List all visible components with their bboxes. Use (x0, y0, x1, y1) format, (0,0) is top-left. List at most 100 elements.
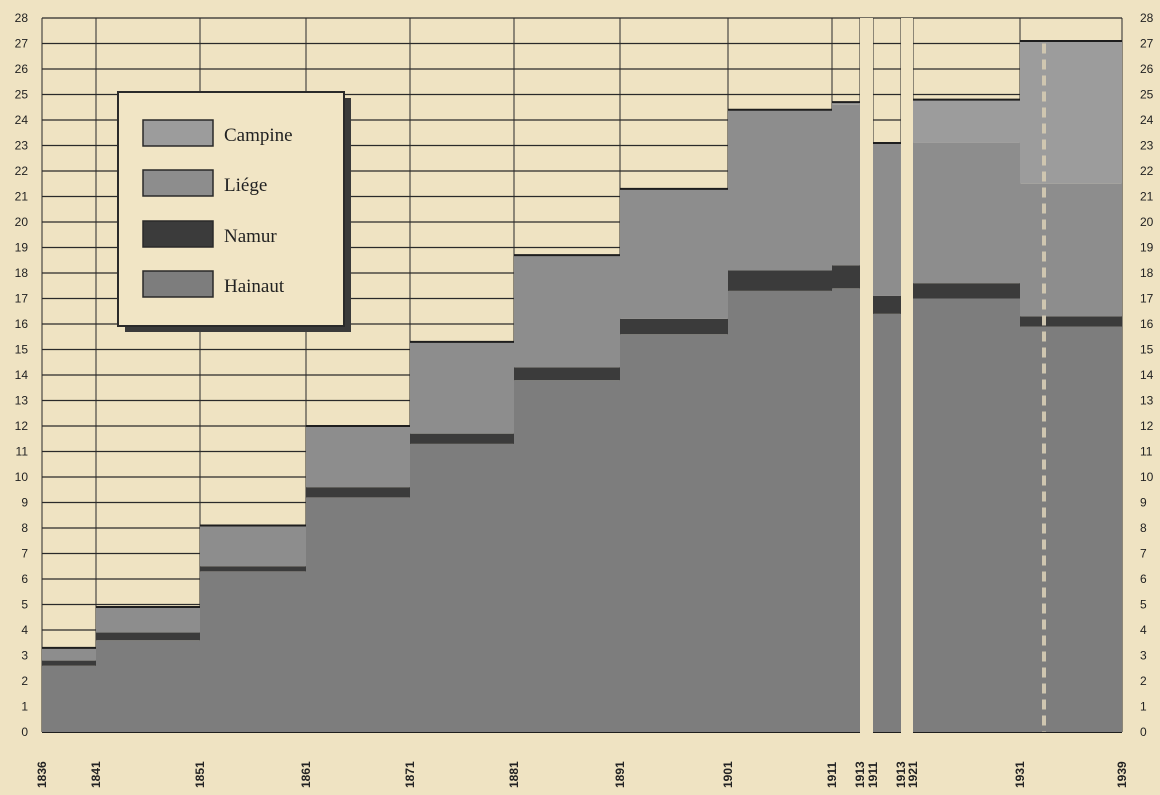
y-tick-label-left: 2 (21, 674, 28, 688)
y-tick-label-left: 20 (15, 215, 29, 229)
bar-segment-lige (96, 607, 200, 633)
y-tick-label-left: 10 (15, 470, 29, 484)
bar-segment-lige (306, 426, 410, 488)
y-tick-label-left: 9 (21, 496, 28, 510)
legend-swatch-campine (142, 119, 214, 147)
x-tick-label: 1841 (89, 761, 103, 788)
bar-segment-lige (913, 142, 1020, 284)
bar-segment-namur (514, 367, 620, 381)
bar-segment-hainaut (913, 298, 1020, 732)
x-tick-label: 1939 (1115, 761, 1129, 788)
legend-swatch-namur (142, 220, 214, 248)
y-tick-label-left: 19 (15, 241, 29, 255)
y-tick-label-left: 26 (15, 62, 29, 76)
y-tick-label-left: 3 (21, 649, 28, 663)
y-tick-label-right: 26 (1140, 62, 1154, 76)
legend-label-liege: Liége (224, 175, 267, 196)
y-tick-label-right: 16 (1140, 317, 1154, 331)
bar-segment-hainaut (306, 497, 410, 732)
bar-segment-namur (913, 283, 1020, 299)
y-tick-label-right: 2 (1140, 674, 1147, 688)
x-tick-label: 1891 (613, 761, 627, 788)
x-tick-label: 1861 (299, 761, 313, 788)
y-tick-label-right: 28 (1140, 11, 1154, 25)
y-tick-label-left: 4 (21, 623, 28, 637)
y-tick-label-left: 1 (21, 700, 28, 714)
y-tick-label-right: 8 (1140, 521, 1147, 535)
bar-segment-lige (620, 188, 728, 319)
bar-segment-hainaut (873, 313, 901, 732)
bar-segment-hainaut (96, 640, 200, 732)
y-tick-label-right: 22 (1140, 164, 1154, 178)
y-tick-label-left: 14 (15, 368, 29, 382)
y-axis-left: 0123456789101112131415161718192021222324… (15, 11, 29, 739)
y-tick-label-right: 25 (1140, 88, 1154, 102)
bar-segment-namur (1020, 316, 1122, 327)
y-tick-label-left: 16 (15, 317, 29, 331)
y-tick-label-left: 13 (15, 394, 29, 408)
x-tick-label: 1931 (1013, 761, 1027, 788)
separators (860, 18, 1046, 744)
y-tick-label-left: 28 (15, 11, 29, 25)
bar-segment-lige (514, 255, 620, 368)
bar-segment-hainaut (1020, 326, 1122, 732)
legend-label-hainaut: Hainaut (224, 276, 285, 297)
legend: Campine Liége Namur Hainaut (117, 91, 351, 332)
x-tick-label: 1851 (193, 761, 207, 788)
y-tick-label-left: 18 (15, 266, 29, 280)
y-tick-label-left: 7 (21, 547, 28, 561)
bar-segment-lige (832, 104, 860, 266)
bar-segment-namur (96, 632, 200, 641)
bar-segment-lige (42, 647, 96, 661)
y-tick-label-right: 19 (1140, 241, 1154, 255)
legend-label-campine: Campine (224, 125, 293, 146)
y-tick-label-right: 21 (1140, 190, 1154, 204)
legend-swatch-liege (142, 169, 214, 197)
bar-segment-namur (873, 295, 901, 314)
y-tick-label-left: 8 (21, 521, 28, 535)
y-tick-label-right: 4 (1140, 623, 1147, 637)
bar-segment-hainaut (42, 665, 96, 732)
bar-segment-hainaut (410, 443, 514, 732)
y-tick-label-right: 7 (1140, 547, 1147, 561)
y-tick-label-left: 25 (15, 88, 29, 102)
bar-segment-namur (410, 433, 514, 444)
y-tick-label-right: 9 (1140, 496, 1147, 510)
x-tick-label: 1913 (894, 761, 908, 788)
bar-segment-lige (410, 341, 514, 434)
bar-segment-lige (873, 142, 901, 296)
y-tick-label-right: 13 (1140, 394, 1154, 408)
bar-segment-namur (42, 660, 96, 666)
y-tick-label-right: 1 (1140, 700, 1147, 714)
y-axis-right: 0123456789101112131415161718192021222324… (1140, 11, 1154, 739)
x-tick-label: 1911 (866, 762, 880, 788)
y-tick-label-right: 17 (1140, 292, 1154, 306)
x-tick-label: 1871 (403, 761, 417, 788)
y-tick-label-left: 6 (21, 572, 28, 586)
legend-swatch-hainaut (142, 270, 214, 298)
bar-segment-namur (200, 566, 306, 572)
y-tick-label-right: 14 (1140, 368, 1154, 382)
y-tick-label-left: 17 (15, 292, 29, 306)
x-tick-label: 1911 (825, 762, 839, 788)
y-tick-label-right: 23 (1140, 139, 1154, 153)
y-tick-label-left: 23 (15, 139, 29, 153)
y-tick-label-left: 22 (15, 164, 29, 178)
bar-segment-lige (1020, 183, 1122, 317)
x-tick-label: 1921 (906, 761, 920, 788)
bar-segment-hainaut (832, 288, 860, 732)
bar-segment-lige (200, 525, 306, 567)
y-tick-label-left: 12 (15, 419, 29, 433)
y-tick-label-right: 24 (1140, 113, 1154, 127)
y-tick-label-right: 3 (1140, 649, 1147, 663)
y-tick-label-left: 11 (16, 445, 29, 459)
bars (42, 39, 1122, 732)
y-tick-label-left: 15 (15, 343, 29, 357)
bar-segment-namur (832, 265, 860, 289)
y-tick-label-right: 15 (1140, 343, 1154, 357)
bar-segment-hainaut (620, 334, 728, 732)
y-tick-label-right: 18 (1140, 266, 1154, 280)
bar-segment-namur (620, 318, 728, 335)
y-tick-label-right: 12 (1140, 419, 1154, 433)
